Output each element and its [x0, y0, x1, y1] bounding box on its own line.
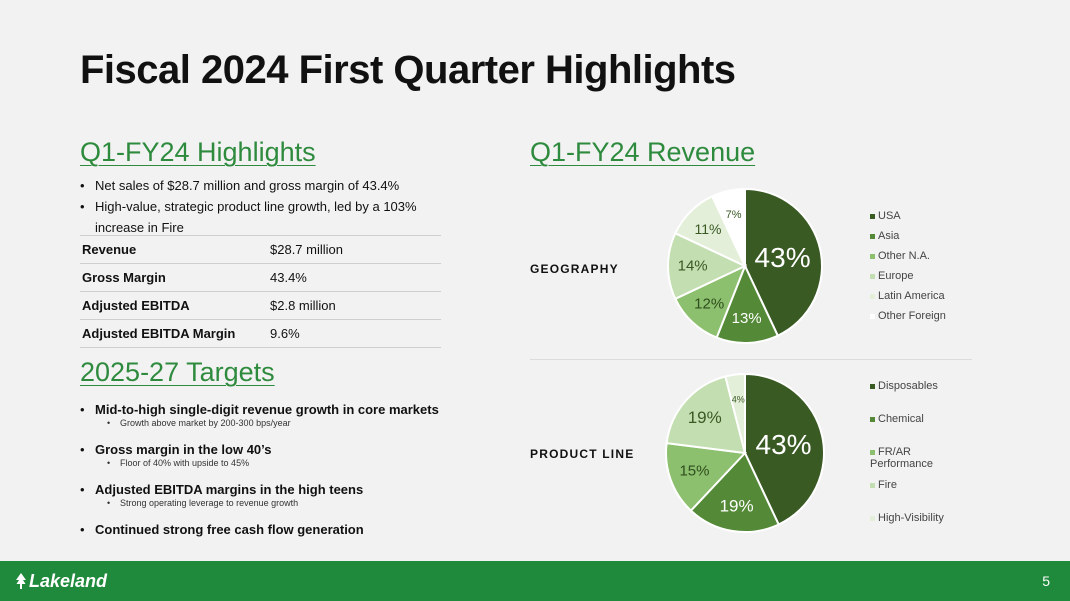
legend-label: Chemical — [878, 413, 924, 425]
pie-data-label: 4% — [732, 395, 745, 405]
legend-item: Latin America — [870, 290, 945, 302]
table-row: Adjusted EBITDA $2.8 million — [80, 291, 441, 320]
legend-swatch — [870, 482, 875, 488]
legend-item: USA — [870, 210, 901, 222]
legend-item: Europe — [870, 270, 913, 282]
legend-label: High-Visibility — [878, 512, 944, 524]
targets-heading: 2025-27 Targets — [80, 357, 275, 387]
legend-label: Europe — [878, 270, 914, 282]
logo-text: Lakeland — [29, 571, 108, 591]
table-row: Gross Margin 43.4% — [80, 263, 441, 292]
legend-swatch — [870, 449, 875, 455]
pie-data-label: 15% — [679, 463, 709, 480]
page-number: 5 — [1042, 573, 1050, 589]
footer-bar: Lakeland 5 — [0, 561, 1070, 601]
pie-slice — [665, 441, 748, 513]
legend-item: Asia — [870, 230, 899, 242]
pie-slice — [715, 263, 780, 344]
pie-data-label: 14% — [678, 258, 708, 275]
highlight-bullet: Net sales of $28.7 million and gross mar… — [80, 175, 460, 196]
legend-item: Other N.A. — [870, 250, 930, 262]
kpi-label: Revenue — [80, 235, 262, 264]
targets-list: Mid-to-high single-digit revenue growth … — [80, 402, 500, 537]
legend-label: Fire — [878, 479, 897, 491]
legend-swatch — [870, 313, 875, 319]
kpi-value: 9.6% — [262, 319, 441, 348]
pie-data-label: 12% — [694, 296, 724, 313]
page-title: Fiscal 2024 First Quarter Highlights — [80, 48, 736, 92]
pie-slice — [667, 231, 748, 301]
legend-swatch — [870, 213, 875, 219]
kpi-label: Adjusted EBITDA — [80, 291, 262, 320]
highlights-heading: Q1-FY24 Highlights — [80, 137, 316, 167]
legend-item: Chemical — [870, 413, 924, 425]
legend-swatch — [870, 515, 875, 521]
lakeland-logo: Lakeland — [16, 571, 107, 592]
tree-icon — [16, 573, 26, 589]
legend-swatch — [870, 416, 875, 422]
legend-swatch — [870, 273, 875, 279]
pie-slice — [744, 372, 825, 526]
kpi-table: Revenue $28.7 million Gross Margin 43.4% A… — [80, 235, 441, 348]
target-subitem: Growth above market by 200-300 bps/year — [80, 418, 500, 428]
legend-item: FR/AR Performance — [870, 446, 960, 470]
kpi-value: $28.7 million — [262, 235, 441, 264]
geography-chart-label: GEOGRAPHY — [530, 262, 619, 276]
target-item: Mid-to-high single-digit revenue growth … — [80, 402, 500, 417]
target-item: Continued strong free cash flow generati… — [80, 522, 500, 537]
pie-slice — [689, 451, 780, 533]
pie-slice — [744, 187, 823, 338]
legend-swatch — [870, 253, 875, 259]
legend-swatch — [870, 293, 875, 299]
legend-label: Asia — [878, 230, 900, 242]
target-subitem: Strong operating leverage to revenue gro… — [80, 498, 500, 508]
product-line-chart-label: PRODUCT LINE — [530, 447, 635, 461]
pie-slice — [710, 187, 746, 267]
pie-data-label: 43% — [756, 429, 812, 460]
highlights-list: Net sales of $28.7 million and gross mar… — [80, 175, 460, 238]
legend-swatch — [870, 233, 875, 239]
target-item: Gross margin in the low 40’s — [80, 442, 500, 457]
legend-item: Fire — [870, 479, 897, 491]
pie-data-label: 11% — [694, 221, 721, 237]
kpi-value: 43.4% — [262, 263, 441, 292]
pie-slice — [665, 375, 747, 455]
legend-label: FR/AR Performance — [870, 446, 933, 470]
target-subitem: Floor of 40% with upside to 45% — [80, 458, 500, 468]
legend-label: Latin America — [878, 290, 945, 302]
pie-data-label: 7% — [726, 209, 742, 221]
table-row: Adjusted EBITDA Margin 9.6% — [80, 319, 441, 348]
pie-data-label: 19% — [688, 408, 722, 427]
legend-item: Other Foreign — [870, 310, 946, 322]
pie-slice — [724, 372, 746, 454]
legend-item: Disposables — [870, 380, 938, 392]
legend-label: Disposables — [878, 380, 938, 392]
legend-label: USA — [878, 210, 901, 222]
table-row: Revenue $28.7 million — [80, 235, 441, 264]
legend-label: Other N.A. — [878, 250, 930, 262]
pie-data-label: 43% — [755, 242, 811, 273]
revenue-heading: Q1-FY24 Revenue — [530, 137, 756, 167]
kpi-value: $2.8 million — [262, 291, 441, 320]
legend-item: High-Visibility — [870, 512, 944, 524]
pie-data-label: 19% — [720, 497, 754, 516]
kpi-label: Gross Margin — [80, 263, 262, 292]
kpi-label: Adjusted EBITDA Margin — [80, 319, 262, 348]
legend-label: Other Foreign — [878, 310, 946, 322]
chart-divider — [530, 359, 972, 360]
target-item: Adjusted EBITDA margins in the high teen… — [80, 482, 500, 497]
highlight-bullet: High-value, strategic product line growt… — [80, 196, 460, 238]
pie-data-label: 13% — [732, 310, 762, 327]
legend-swatch — [870, 383, 875, 389]
